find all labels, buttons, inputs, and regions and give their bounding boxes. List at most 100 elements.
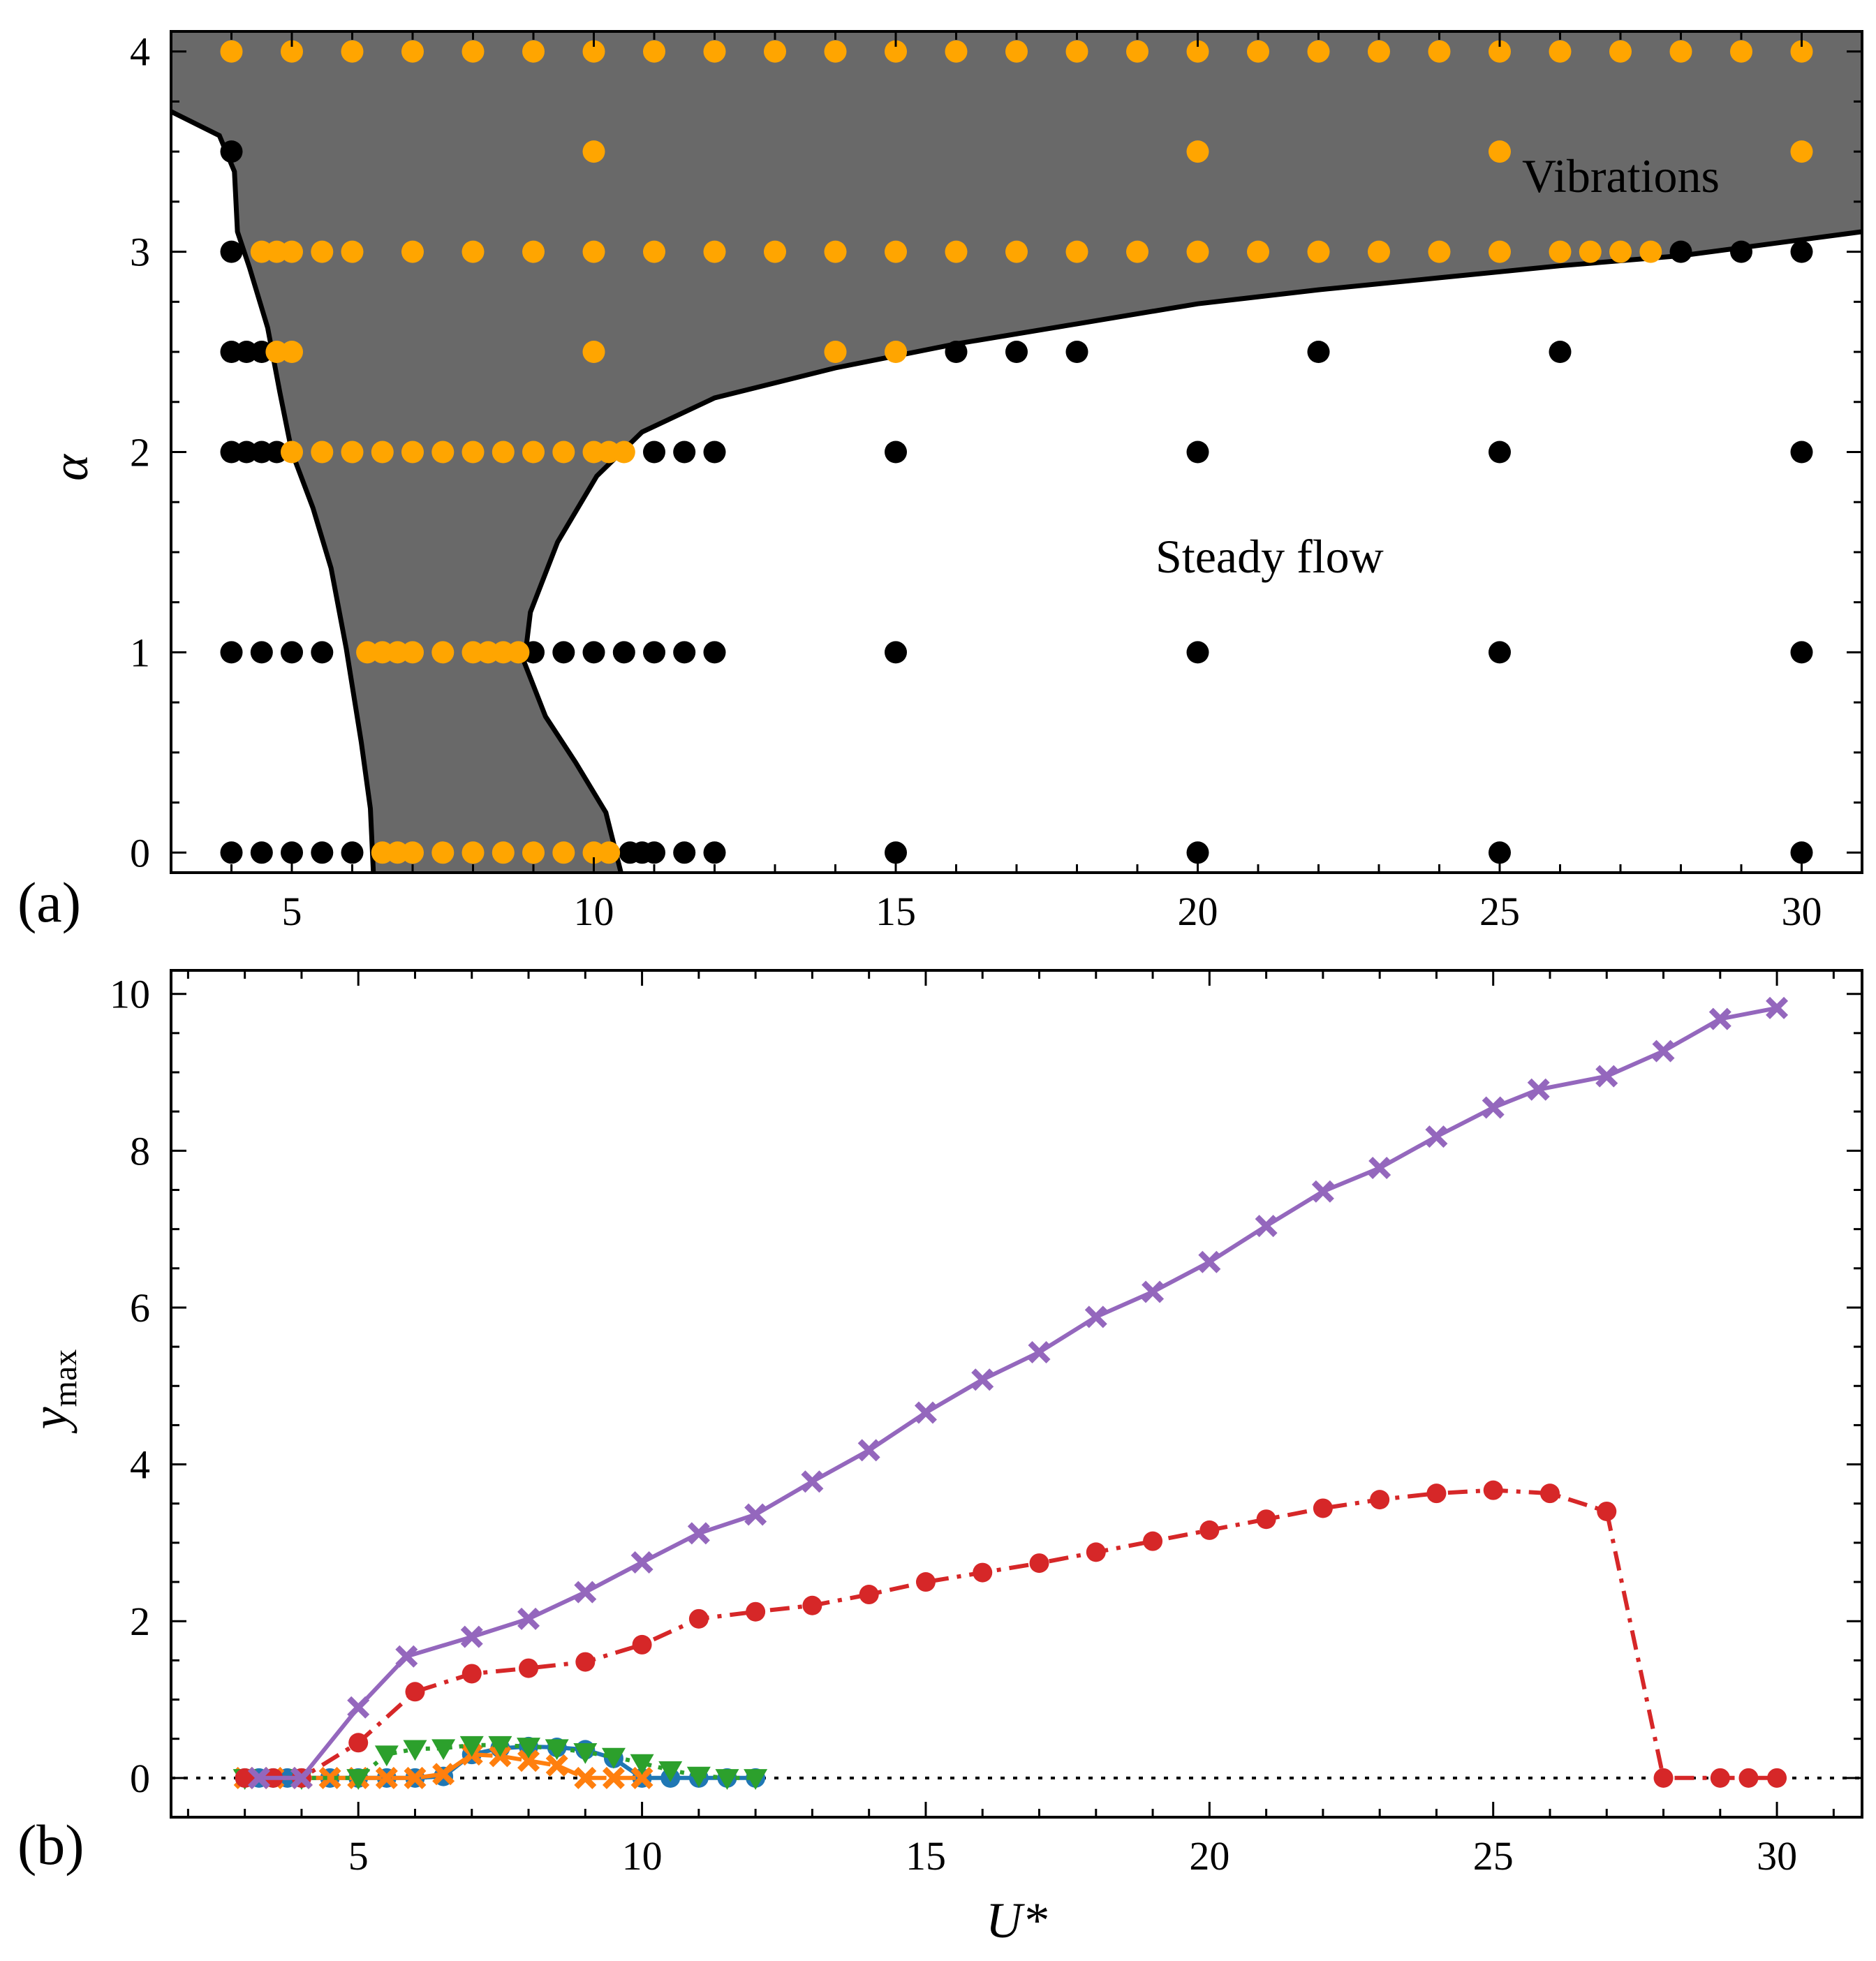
steady-point [1790,841,1813,864]
data-point [1255,1215,1278,1238]
steady-point [945,341,968,363]
data-point [347,1696,370,1719]
vibration-point [1489,240,1511,263]
data-point [1766,996,1789,1019]
vibration-point [461,240,485,263]
vibration-point [703,240,726,263]
vibration-point [1639,240,1662,263]
data-point [459,1736,484,1757]
data-point [1527,1078,1550,1101]
x-tick-label: 15 [906,1833,946,1879]
data-point [545,1739,569,1761]
vibration-point [1549,40,1572,63]
data-point [1652,1039,1675,1063]
vibration-point [1368,240,1390,263]
data-point [1311,1180,1334,1203]
vibration-point [1489,40,1511,63]
data-point [744,1769,768,1790]
y-tick-label: 10 [110,972,150,1017]
y-tick-label: 2 [130,1599,150,1644]
vibration-point [643,40,665,63]
vibration-point [1790,40,1813,63]
steady-point [885,641,907,664]
data-point [247,1766,270,1789]
data-point [601,1747,626,1769]
data-point [1143,1531,1163,1551]
data-point [1256,1509,1276,1530]
x-tick-label: 15 [876,889,916,934]
vibration-point [1730,40,1752,63]
steady-point [1790,240,1813,263]
x-tick-label: 25 [1473,1833,1514,1879]
steady-point [673,441,696,464]
vibration-point [1307,40,1330,63]
data-point [915,1572,936,1592]
data-point [857,1439,880,1462]
vibration-point [401,841,424,864]
steady-point [673,841,696,864]
steady-point [703,641,726,664]
vibration-point [431,641,455,664]
steady-point [281,841,303,864]
data-point [914,1401,937,1424]
vibration-point [341,441,364,464]
vibration-point [461,441,485,464]
data-point [573,1743,598,1764]
panel-b-label: (b) [17,1813,84,1877]
steady-flow-label: Steady flow [1155,530,1384,583]
vibration-point [1126,240,1149,263]
steady-point [220,641,243,664]
vibration-point [492,841,515,864]
vibration-point [582,240,605,263]
x-tick-label: 10 [574,889,614,934]
vibration-point [311,441,334,464]
vibration-point [341,240,364,263]
y-tick-label: 0 [130,1756,150,1801]
left-boundary-curve [170,109,376,873]
ymax-axis-title-subscript: max [47,1349,84,1407]
x-tick-label: 5 [348,1833,369,1879]
data-point [431,1739,456,1761]
steady-point [1489,841,1511,864]
data-point [1313,1498,1333,1518]
data-point [488,1736,512,1757]
steady-point [220,140,243,163]
vibration-point [552,441,575,464]
vibration-point [1307,240,1330,263]
panel-b-frame [170,969,1863,1819]
data-point [630,1766,653,1789]
y-tick-label: 0 [130,830,150,875]
data-point [1426,1483,1447,1504]
vibration-point [522,841,545,864]
data-point [517,1749,540,1773]
steady-point [673,641,696,664]
vibration-point [1005,240,1028,263]
vibration-point [1065,40,1088,63]
series-5 [247,996,1789,1789]
ymax-axis-title-main: y [22,1407,77,1434]
data-point [519,1658,539,1678]
data-point [1028,1340,1051,1363]
panel-b: 5 10 15 20 25 30 0 2 4 6 8 10 ymax U* (b) [17,969,1863,1948]
data-point [801,1470,824,1493]
steady-point [885,841,907,864]
data-point [1084,1305,1107,1329]
steady-point [612,641,635,664]
data-point [574,1581,597,1604]
x-tick-label: 30 [1782,889,1822,934]
x-tick-label: 10 [622,1833,663,1879]
steady-point [643,641,665,664]
panel-a-frame [170,30,1863,874]
data-point [602,1766,625,1789]
vibration-point [582,140,605,163]
ymax-series [171,996,1862,1790]
data-point [1425,1125,1448,1148]
data-point [1029,1553,1049,1574]
vibration-point [612,441,635,464]
data-point [632,1634,652,1655]
vibration-point [1428,40,1451,63]
steady-point [1489,641,1511,664]
y-tick-label: 6 [130,1285,150,1331]
data-point [404,1766,427,1789]
